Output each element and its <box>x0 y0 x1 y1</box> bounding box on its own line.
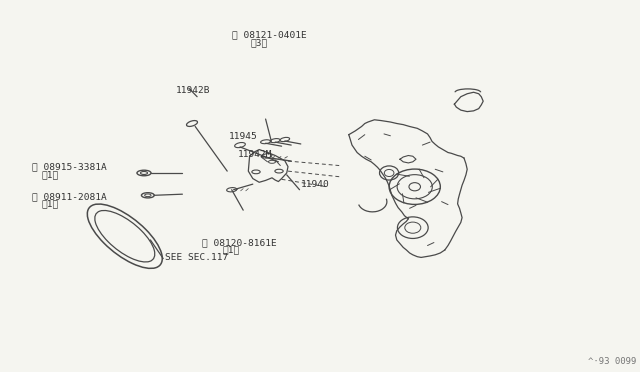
Text: 11942M: 11942M <box>238 150 273 158</box>
Text: SEE SEC.117: SEE SEC.117 <box>165 253 228 262</box>
Text: Ⓥ 08915-3381A: Ⓥ 08915-3381A <box>32 163 107 171</box>
Text: （1）: （1） <box>42 170 59 179</box>
Text: Ⓑ 08120-8161E: Ⓑ 08120-8161E <box>202 238 277 247</box>
Text: 11940: 11940 <box>301 180 330 189</box>
Text: 11942B: 11942B <box>176 86 211 94</box>
Text: （1）: （1） <box>42 200 59 209</box>
Text: （3）: （3） <box>251 38 268 47</box>
Text: ^·93 0099: ^·93 0099 <box>588 357 637 366</box>
Text: 11945: 11945 <box>229 132 258 141</box>
Text: Ⓑ 08121-0401E: Ⓑ 08121-0401E <box>232 31 307 39</box>
Text: （1）: （1） <box>223 246 240 254</box>
Text: Ⓝ 08911-2081A: Ⓝ 08911-2081A <box>32 192 107 201</box>
